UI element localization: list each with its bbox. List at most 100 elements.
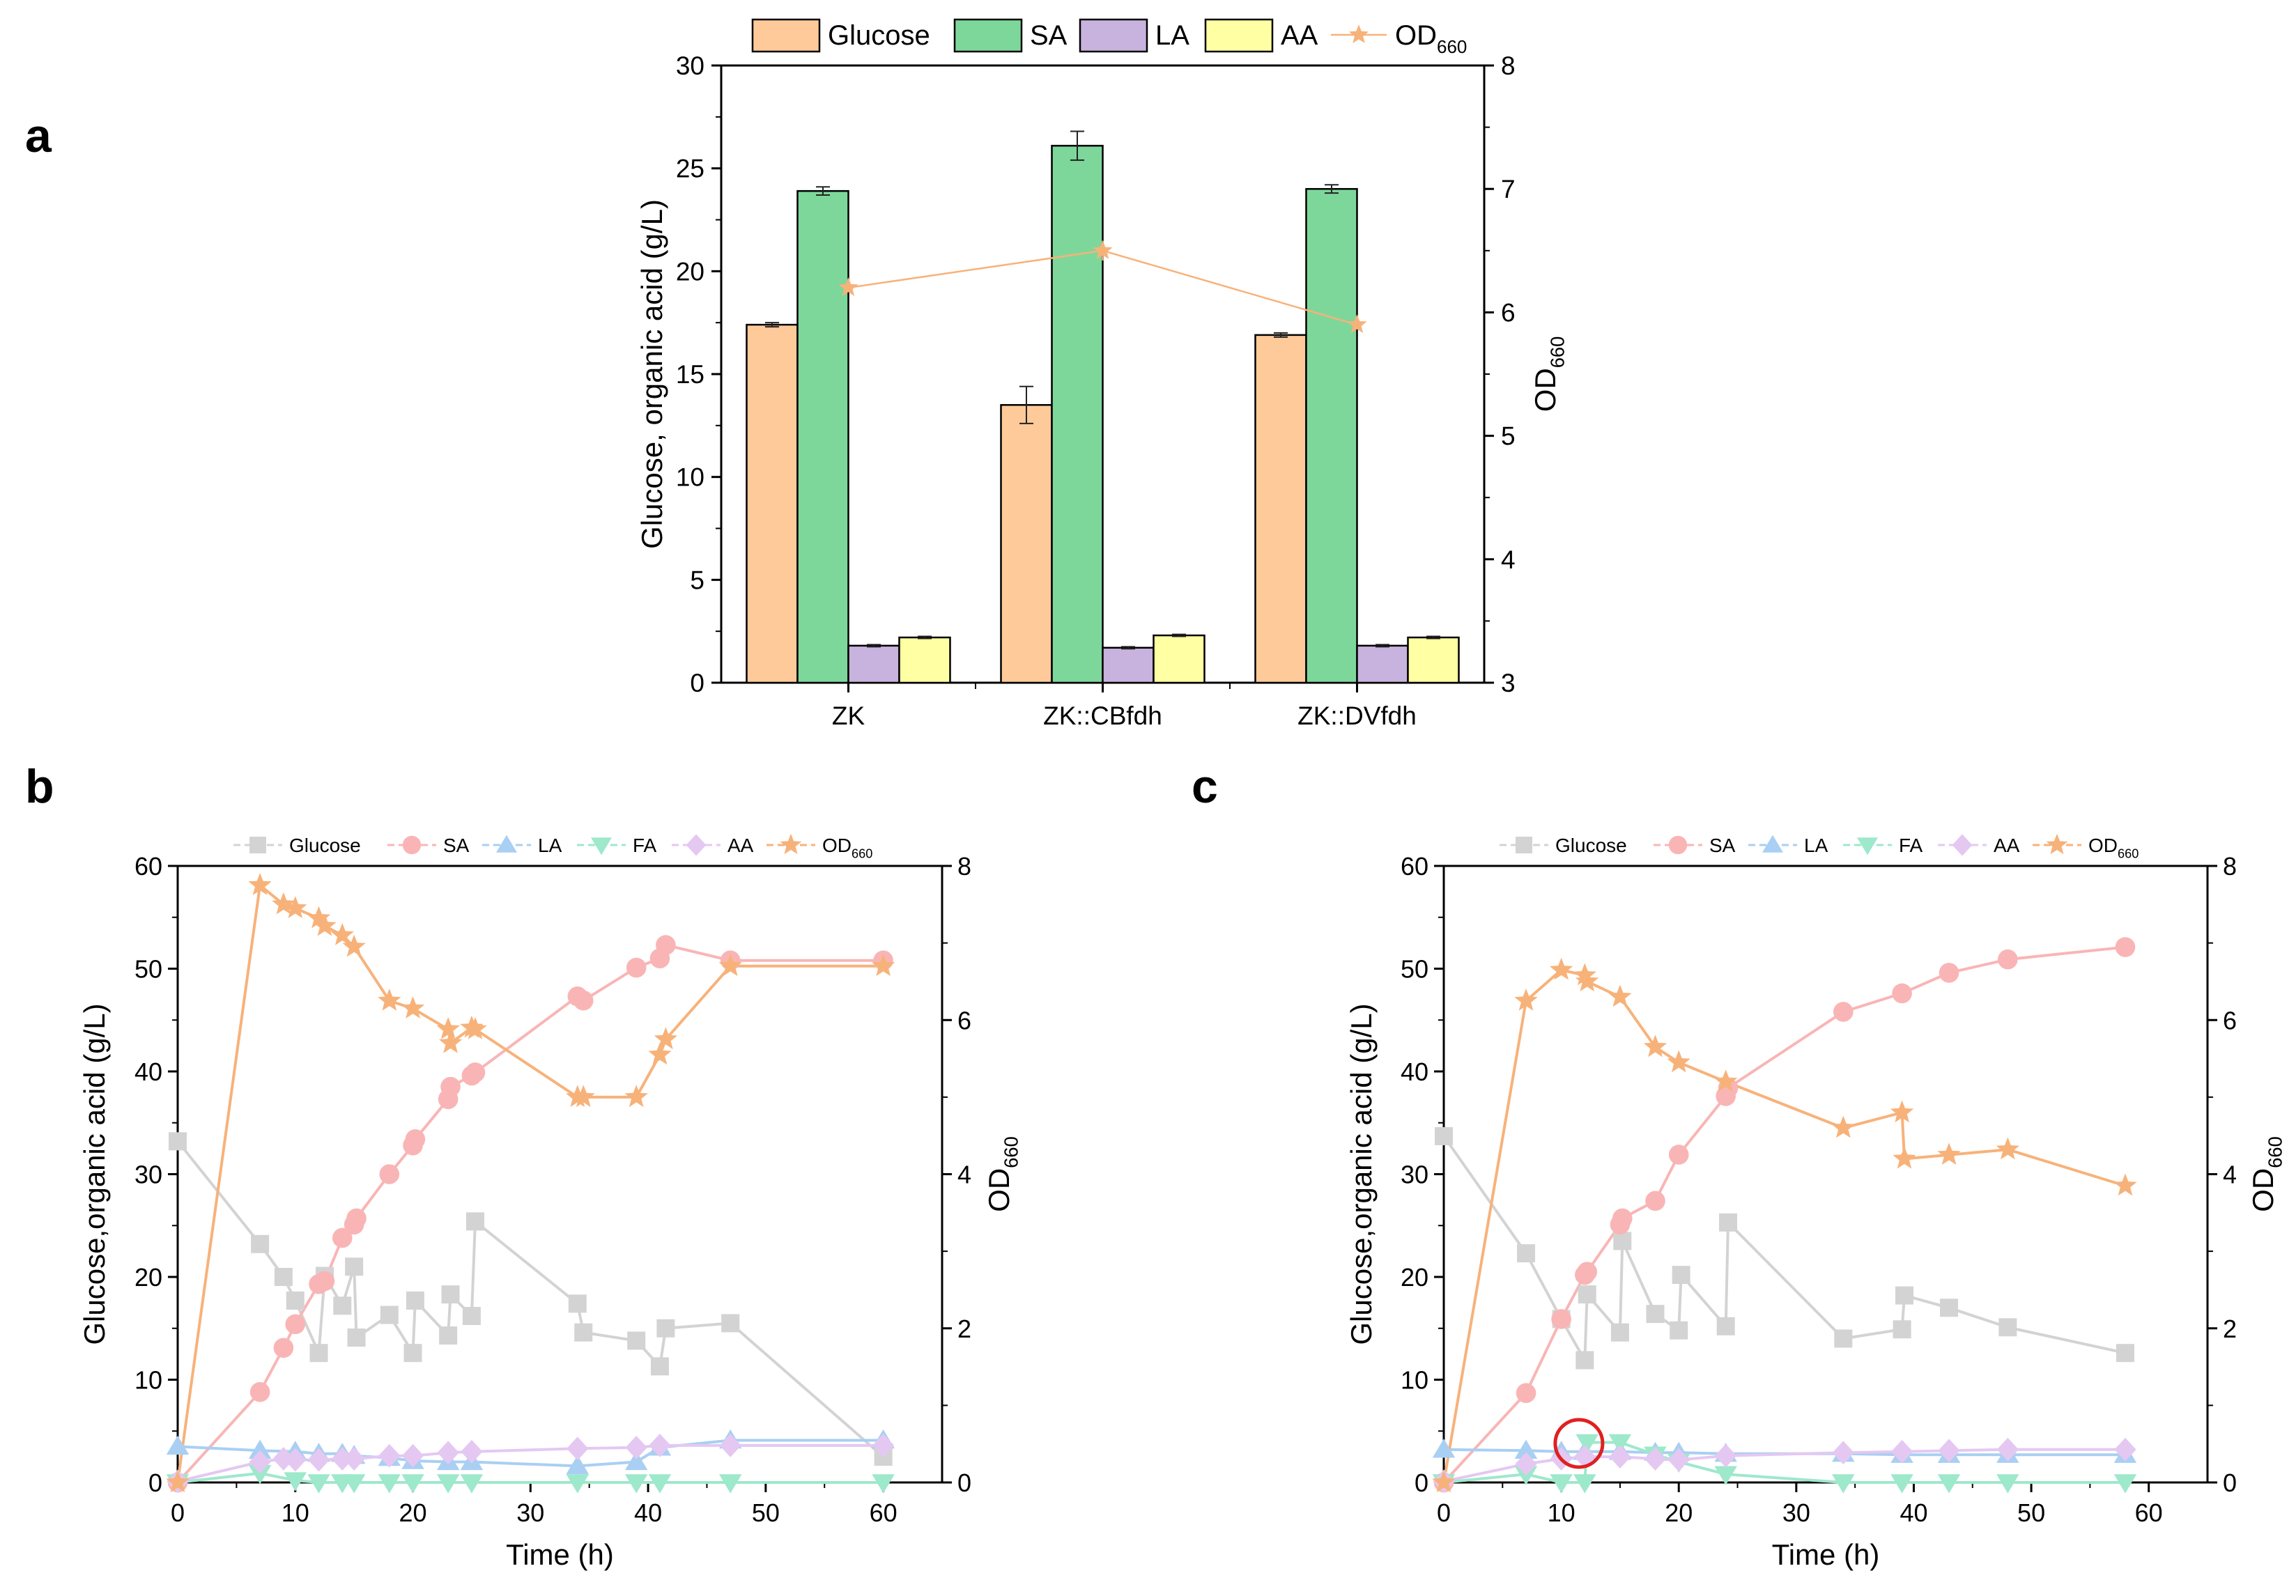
panel-label-b: b — [25, 760, 54, 813]
legend-label: LA — [1804, 835, 1828, 856]
data-point-aa — [272, 1447, 295, 1471]
y-tick-label: 30 — [676, 52, 704, 80]
y2-tick-label: 8 — [957, 852, 971, 881]
data-point-od660 — [1549, 957, 1573, 980]
bar-aa — [898, 636, 951, 684]
data-point-sa — [2115, 937, 2136, 957]
data-point-od660 — [648, 1042, 672, 1065]
y2-axis-title-sub: 660 — [1547, 336, 1569, 369]
od-point — [1093, 240, 1113, 259]
legend-label-od-sub: 660 — [2118, 846, 2139, 860]
data-point-glucose — [439, 1326, 458, 1345]
data-point-od660 — [571, 1085, 595, 1108]
data-point-od660 — [1714, 1069, 1738, 1092]
y2-tick-label: 2 — [2223, 1315, 2237, 1343]
data-point-fa — [872, 1474, 895, 1494]
data-point-sa — [1939, 963, 1959, 983]
y-tick-label: 10 — [676, 463, 704, 492]
bar-aa — [1407, 636, 1460, 684]
y-tick-label: 0 — [148, 1469, 162, 1497]
y-tick-label: 60 — [134, 852, 162, 881]
data-point-od660 — [284, 896, 307, 918]
legend-swatch-la — [1079, 18, 1148, 53]
data-point-sa — [1668, 1145, 1689, 1165]
data-point-od660 — [166, 1470, 190, 1493]
x-tick-label: 10 — [282, 1498, 309, 1527]
data-point-aa — [378, 1443, 401, 1468]
data-point-aa — [331, 1447, 353, 1471]
legend-label: SA — [1709, 835, 1736, 856]
data-point-glucose — [1895, 1286, 1913, 1305]
legend-label-od-main: OD — [2088, 835, 2118, 856]
y2-axis-title-main: OD — [1529, 368, 1562, 412]
y-tick-label: 25 — [676, 155, 704, 183]
y-axis-title: Glucose, organic acid (g/L) — [635, 199, 668, 549]
data-point-fa — [1550, 1474, 1573, 1494]
y2-axis-title-sub: 660 — [2265, 1136, 2286, 1168]
legend-swatch-aa — [1952, 834, 1973, 856]
data-point-glucose — [309, 1344, 328, 1363]
data-point-glucose — [1719, 1213, 1738, 1232]
plot-frame — [176, 865, 943, 1484]
y2-tick-label: 4 — [2223, 1161, 2237, 1189]
data-point-glucose — [274, 1268, 293, 1286]
data-point-glucose — [721, 1314, 740, 1333]
x-tick-label: 20 — [1665, 1498, 1693, 1527]
data-point-od660 — [1893, 1146, 1916, 1169]
bar-aa — [1153, 634, 1205, 684]
data-point-aa — [1609, 1445, 1631, 1469]
legend-label: SA — [443, 835, 470, 856]
data-point-la — [1432, 1439, 1456, 1458]
y2-tick-label: 5 — [1501, 422, 1516, 451]
data-point-fa — [460, 1474, 484, 1494]
y-tick-label: 40 — [134, 1057, 162, 1086]
od-point — [838, 277, 858, 296]
y2-tick-label: 0 — [2223, 1469, 2237, 1497]
y2-tick-label: 8 — [2223, 852, 2237, 881]
data-point-la — [248, 1439, 272, 1459]
data-point-od660 — [313, 913, 337, 936]
data-point-aa — [1667, 1448, 1690, 1472]
data-point-aa — [1996, 1437, 2019, 1462]
data-point-glucose — [1610, 1323, 1629, 1342]
data-point-aa — [307, 1448, 330, 1472]
data-point-od660 — [624, 1085, 648, 1108]
legend-swatch-sa — [1668, 835, 1688, 855]
legend-swatch-glucose — [249, 837, 266, 853]
data-point-glucose — [1998, 1318, 2017, 1337]
x-tick-label: 30 — [1782, 1498, 1810, 1527]
bar-la — [847, 644, 900, 684]
legend-label: AA — [1994, 835, 2020, 856]
data-point-fa — [648, 1474, 672, 1494]
data-point-aa — [567, 1436, 589, 1461]
x-tick-label: 50 — [2017, 1498, 2045, 1527]
data-point-fa — [1937, 1474, 1961, 1494]
bar-la — [1356, 644, 1409, 684]
data-point-od660 — [718, 954, 742, 976]
data-point-sa — [1645, 1191, 1665, 1211]
legend-label-od-sub: 660 — [852, 846, 872, 860]
legend-swatch-sa — [953, 18, 1023, 53]
data-point-glucose — [1435, 1126, 1453, 1145]
y-tick-label: 20 — [676, 257, 704, 286]
data-point-od660 — [1432, 1470, 1456, 1493]
y2-tick-label: 0 — [957, 1469, 971, 1497]
data-point-glucose — [1893, 1320, 1911, 1339]
data-point-glucose — [1672, 1266, 1690, 1285]
series-line-od660 — [1442, 968, 2126, 1483]
data-point-od660 — [378, 989, 401, 1011]
data-point-fa — [284, 1472, 307, 1492]
data-point-glucose — [1575, 1351, 1594, 1370]
data-point-glucose — [1834, 1329, 1853, 1348]
legend-swatch-la — [1762, 835, 1783, 853]
y2-axis-title: OD660 — [983, 1136, 1022, 1212]
y2-tick-label: 8 — [1501, 52, 1516, 80]
data-point-aa — [284, 1448, 307, 1472]
legend-swatch-glucose — [1516, 837, 1532, 853]
data-point-sa — [1892, 983, 1912, 1004]
data-point-glucose — [1940, 1299, 1959, 1317]
y-axis-title: Glucose,organic acid (g/L) — [78, 1003, 111, 1345]
y2-tick-label: 4 — [1501, 545, 1516, 574]
y-tick-label: 30 — [134, 1161, 162, 1189]
data-point-glucose — [568, 1294, 587, 1313]
